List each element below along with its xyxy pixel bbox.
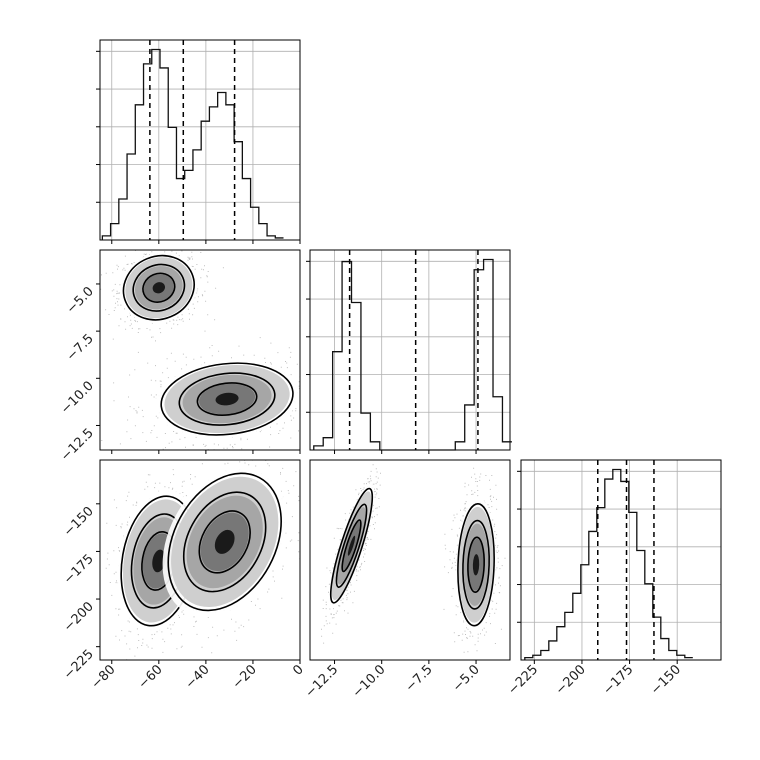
y-tick-label: −175 bbox=[61, 552, 97, 588]
x-tick-label: −150 bbox=[648, 662, 684, 698]
y-tick-label: −5.0 bbox=[64, 284, 97, 317]
x-tick-label: −10.0 bbox=[350, 662, 389, 701]
density-peak bbox=[152, 549, 166, 573]
panel-frame bbox=[99, 249, 301, 451]
x-tick-label: −225 bbox=[505, 662, 541, 698]
contour-line bbox=[457, 503, 495, 627]
x-tick-label: −80 bbox=[89, 662, 119, 692]
panel-frame bbox=[520, 459, 722, 661]
contour-line bbox=[467, 536, 485, 593]
x-tick-label: −5.0 bbox=[450, 662, 483, 695]
contour-line bbox=[196, 382, 258, 416]
y-tick-label: −150 bbox=[61, 504, 97, 540]
histogram-panel-1 bbox=[306, 249, 512, 454]
histogram-step bbox=[313, 258, 512, 451]
density-peak bbox=[215, 392, 239, 406]
histogram-step bbox=[524, 468, 693, 660]
x-tick-label: −60 bbox=[136, 662, 166, 692]
x-tick-label: −12.5 bbox=[303, 662, 342, 701]
x-tick-label: −7.5 bbox=[403, 662, 436, 695]
pair-panel-1-2 bbox=[309, 459, 511, 664]
contour-line bbox=[132, 263, 186, 312]
contour-line bbox=[122, 254, 195, 321]
contour-line bbox=[341, 519, 362, 573]
histogram-step bbox=[101, 48, 284, 240]
panel-frame bbox=[99, 39, 301, 241]
contour-line bbox=[462, 519, 490, 610]
contour-line bbox=[160, 362, 294, 436]
pair-panel-0-2 bbox=[96, 459, 301, 664]
contour-line bbox=[142, 272, 176, 303]
contour-line bbox=[335, 503, 368, 588]
panel-frame bbox=[309, 459, 511, 661]
density-peak bbox=[214, 529, 235, 554]
contour-line bbox=[167, 472, 282, 612]
pair-inner bbox=[105, 460, 300, 660]
y-tick-label: −200 bbox=[61, 599, 97, 635]
density-peak bbox=[472, 554, 480, 576]
contour-line bbox=[329, 487, 374, 604]
histogram-panel-0 bbox=[96, 39, 301, 244]
contour-line bbox=[178, 372, 276, 426]
contour-line bbox=[182, 491, 267, 593]
panel-frame bbox=[309, 249, 511, 451]
y-tick-label: −12.5 bbox=[58, 426, 97, 465]
y-tick-label: −7.5 bbox=[64, 331, 97, 364]
density-peak bbox=[347, 535, 356, 556]
contour-line bbox=[198, 510, 251, 574]
histogram-panel-2 bbox=[517, 459, 722, 664]
pair-panel-0-1 bbox=[96, 249, 301, 454]
panel-frame bbox=[99, 459, 301, 661]
density-peak bbox=[152, 282, 165, 294]
pair-inner bbox=[100, 250, 300, 450]
x-tick-label: −40 bbox=[183, 662, 213, 692]
x-tick-label: −20 bbox=[230, 662, 260, 692]
pair-inner bbox=[321, 464, 506, 653]
y-tick-label: −10.0 bbox=[58, 379, 97, 418]
x-tick-label: −175 bbox=[601, 662, 637, 698]
x-tick-label: 0 bbox=[290, 662, 306, 678]
x-tick-label: −200 bbox=[553, 662, 589, 698]
